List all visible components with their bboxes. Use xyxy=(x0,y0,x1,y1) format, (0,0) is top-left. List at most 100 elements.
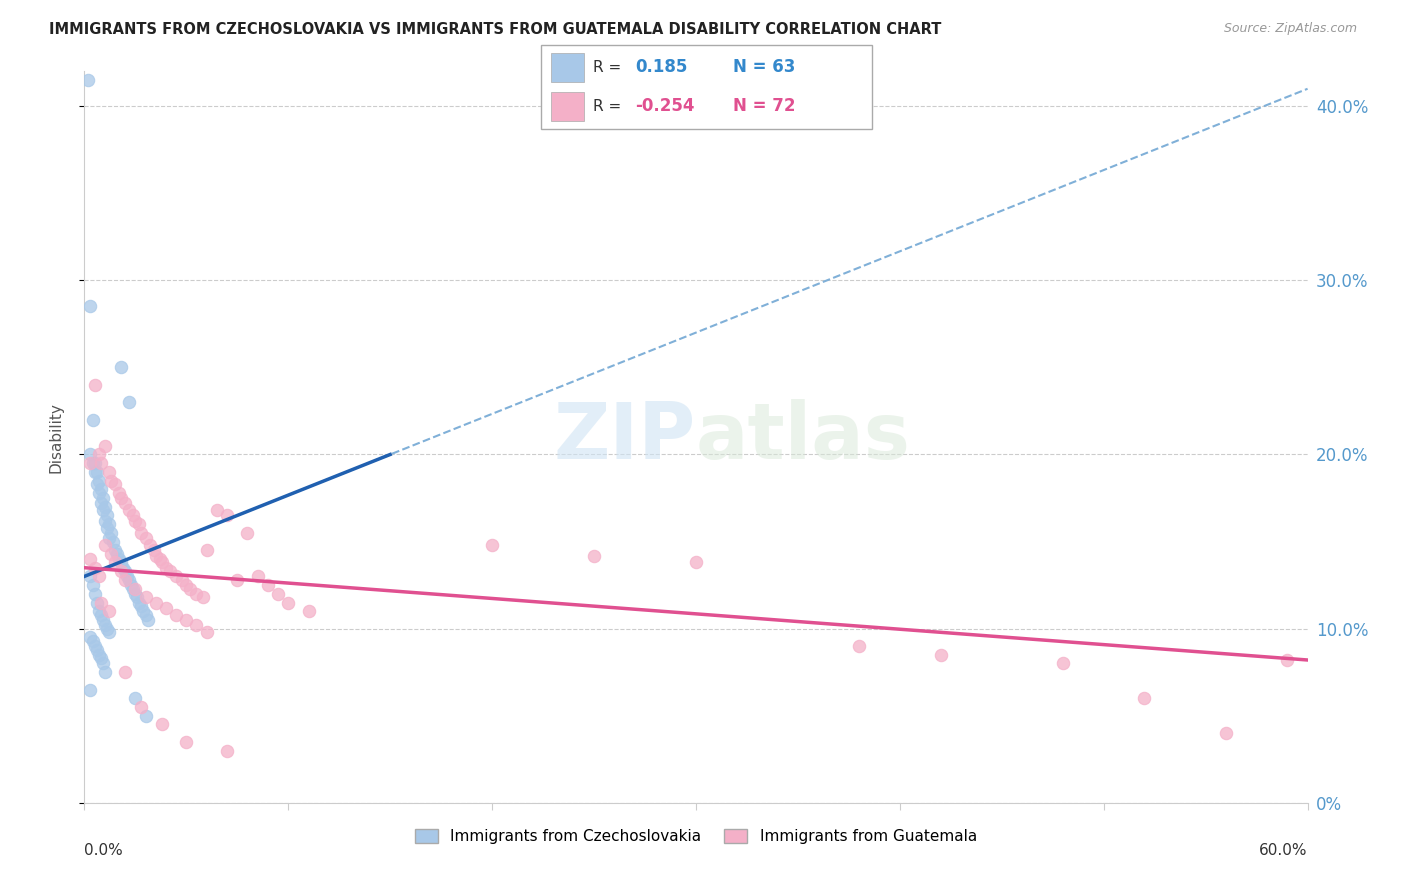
Point xyxy=(86,465,108,479)
Point xyxy=(246,569,269,583)
Point xyxy=(583,549,606,563)
Text: Source: ZipAtlas.com: Source: ZipAtlas.com xyxy=(1223,22,1357,36)
Point xyxy=(110,360,132,375)
Point xyxy=(87,485,110,500)
Point xyxy=(91,503,114,517)
Point xyxy=(101,534,124,549)
Point xyxy=(87,648,110,662)
Point xyxy=(93,665,115,680)
Point xyxy=(93,538,115,552)
Point xyxy=(79,552,101,566)
Point xyxy=(149,552,172,566)
Point xyxy=(83,587,105,601)
Point xyxy=(110,564,132,578)
Point xyxy=(110,556,132,570)
Point xyxy=(110,491,132,505)
Point xyxy=(90,483,112,497)
Point xyxy=(179,582,201,596)
Point xyxy=(100,474,122,488)
Point xyxy=(90,496,112,510)
Point xyxy=(79,682,101,697)
FancyBboxPatch shape xyxy=(551,92,585,120)
Point xyxy=(79,569,101,583)
Point xyxy=(86,642,108,657)
Point xyxy=(87,604,110,618)
Point xyxy=(87,569,110,583)
Point xyxy=(82,456,104,470)
Point xyxy=(135,607,157,622)
Point xyxy=(1133,691,1156,706)
Point xyxy=(174,735,197,749)
Point xyxy=(115,569,138,583)
Point xyxy=(124,587,146,601)
Point xyxy=(118,503,141,517)
Point xyxy=(165,607,187,622)
Point xyxy=(82,578,104,592)
Point xyxy=(205,503,228,517)
Point xyxy=(848,639,870,653)
Point xyxy=(83,465,105,479)
Point xyxy=(90,456,112,470)
Point xyxy=(104,556,127,570)
Point xyxy=(83,377,105,392)
Point xyxy=(91,657,114,671)
Point xyxy=(195,625,218,640)
Point xyxy=(108,552,131,566)
Point xyxy=(186,587,208,601)
Point xyxy=(481,538,503,552)
Point xyxy=(96,521,118,535)
Text: -0.254: -0.254 xyxy=(636,97,695,115)
Point xyxy=(120,578,142,592)
Point xyxy=(93,514,115,528)
Point xyxy=(267,587,290,601)
Point xyxy=(96,622,118,636)
Point xyxy=(87,448,110,462)
Point xyxy=(108,485,131,500)
Point xyxy=(114,573,136,587)
Point xyxy=(97,517,120,532)
Point xyxy=(142,543,165,558)
Legend: Immigrants from Czechoslovakia, Immigrants from Guatemala: Immigrants from Czechoslovakia, Immigran… xyxy=(409,822,983,850)
Point xyxy=(79,300,101,314)
Point xyxy=(100,547,122,561)
Point xyxy=(131,525,153,540)
Point xyxy=(128,517,150,532)
Point xyxy=(82,412,104,426)
Point xyxy=(155,600,177,615)
Point xyxy=(135,708,157,723)
Point xyxy=(217,743,239,757)
Point xyxy=(122,582,145,596)
Point xyxy=(1215,726,1237,740)
Point xyxy=(97,465,120,479)
Point xyxy=(226,573,249,587)
Point xyxy=(79,456,101,470)
Y-axis label: Disability: Disability xyxy=(49,401,63,473)
Point xyxy=(136,613,159,627)
Point xyxy=(145,595,167,609)
Point xyxy=(86,477,108,491)
Point xyxy=(112,560,135,574)
Text: IMMIGRANTS FROM CZECHOSLOVAKIA VS IMMIGRANTS FROM GUATEMALA DISABILITY CORRELATI: IMMIGRANTS FROM CZECHOSLOVAKIA VS IMMIGR… xyxy=(49,22,942,37)
Point xyxy=(83,456,105,470)
Point xyxy=(138,538,160,552)
Point xyxy=(165,569,187,583)
Text: R =: R = xyxy=(592,99,621,114)
Point xyxy=(135,591,157,605)
Point xyxy=(150,717,173,731)
Point xyxy=(83,639,105,653)
Point xyxy=(90,595,112,609)
Point xyxy=(277,595,299,609)
Point xyxy=(100,525,122,540)
Point xyxy=(135,531,157,545)
Point xyxy=(131,599,153,613)
Text: N = 63: N = 63 xyxy=(733,59,796,77)
Point xyxy=(1052,657,1074,671)
Point xyxy=(77,73,100,87)
Point xyxy=(118,573,141,587)
Text: atlas: atlas xyxy=(696,399,911,475)
FancyBboxPatch shape xyxy=(551,54,585,82)
Point xyxy=(1277,653,1299,667)
Point xyxy=(159,564,181,578)
Point xyxy=(145,549,167,563)
Point xyxy=(155,560,177,574)
